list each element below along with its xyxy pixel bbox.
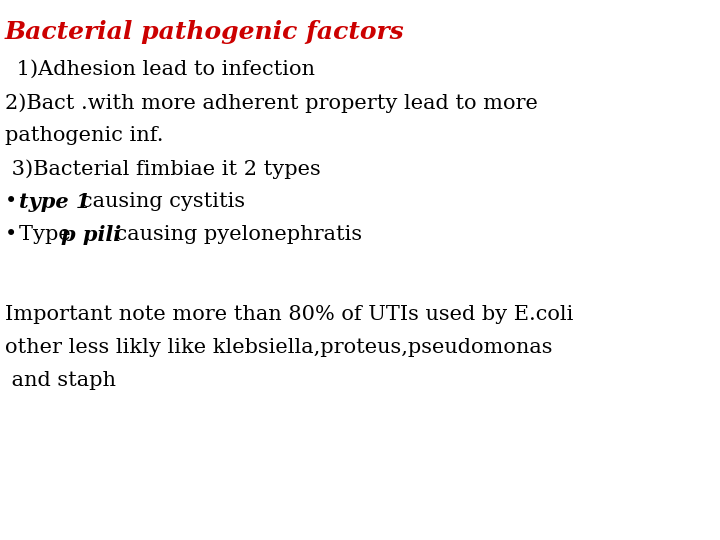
- Text: 2)Bact .with more adherent property lead to more: 2)Bact .with more adherent property lead…: [5, 93, 538, 113]
- Text: and staph: and staph: [5, 371, 116, 390]
- Text: Type: Type: [19, 225, 77, 244]
- Text: 1)Adhesion lead to infection: 1)Adhesion lead to infection: [10, 60, 315, 79]
- Text: •: •: [5, 225, 17, 244]
- Text: type 1: type 1: [19, 192, 91, 212]
- Text: pathogenic inf.: pathogenic inf.: [5, 126, 163, 145]
- Text: causing pyelonephratis: causing pyelonephratis: [109, 225, 362, 244]
- Text: Bacterial pathogenic factors: Bacterial pathogenic factors: [5, 20, 405, 44]
- Text: Important note more than 80% of UTIs used by E.coli: Important note more than 80% of UTIs use…: [5, 305, 573, 324]
- Text: •: •: [5, 192, 17, 211]
- Text: other less likly like klebsiella,proteus,pseudomonas: other less likly like klebsiella,proteus…: [5, 338, 552, 357]
- Text: 3)Bacterial fimbiae it 2 types: 3)Bacterial fimbiae it 2 types: [5, 159, 320, 179]
- Text: p pili: p pili: [61, 225, 121, 245]
- Text: causing cystitis: causing cystitis: [81, 192, 245, 211]
